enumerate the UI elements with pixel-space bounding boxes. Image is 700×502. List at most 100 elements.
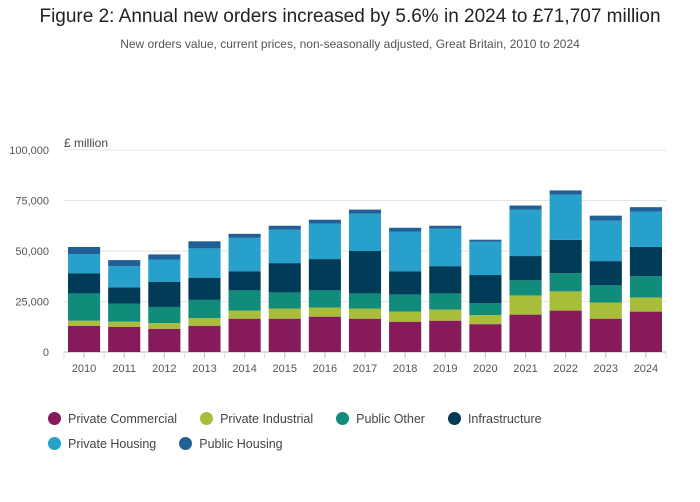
bar-segment[interactable] — [108, 266, 141, 288]
bar-segment[interactable] — [188, 241, 221, 249]
bar-segment[interactable] — [308, 307, 341, 317]
bar-segment[interactable] — [68, 293, 101, 321]
bar-segment[interactable] — [148, 254, 181, 260]
bar-segment[interactable] — [549, 190, 582, 195]
bar-segment[interactable] — [389, 271, 422, 295]
bar-segment[interactable] — [348, 293, 382, 309]
bar-segment[interactable] — [389, 294, 422, 312]
bar-segment[interactable] — [148, 281, 181, 307]
bar-segment[interactable] — [308, 219, 341, 224]
bar-segment[interactable] — [68, 246, 101, 255]
bar-segment[interactable] — [68, 254, 101, 274]
bar-segment[interactable] — [348, 318, 382, 352]
legend-item[interactable]: Public Housing — [179, 431, 283, 456]
bar-segment[interactable] — [429, 320, 462, 352]
bar-segment[interactable] — [549, 239, 582, 274]
bar-segment[interactable] — [549, 194, 582, 240]
bar-segment[interactable] — [429, 293, 462, 310]
bar-segment[interactable] — [469, 315, 502, 325]
bar-segment[interactable] — [589, 318, 622, 352]
bar-segment[interactable] — [308, 223, 341, 260]
bar-segment[interactable] — [589, 302, 622, 319]
bar-segment[interactable] — [108, 260, 141, 267]
bar-segment[interactable] — [348, 209, 382, 214]
stacked-bar-chart: 0 25,000 50,000 75,000 100,000 £ million 201… — [9, 136, 667, 375]
bar-segment[interactable] — [549, 291, 582, 311]
bar-segment[interactable] — [228, 271, 261, 291]
legend-item[interactable]: Private Housing — [48, 431, 156, 456]
bar-segment[interactable] — [509, 280, 542, 296]
bar-segment[interactable] — [148, 306, 181, 324]
bar-segment[interactable] — [228, 290, 261, 311]
bar-segment[interactable] — [469, 241, 502, 276]
bar-segment[interactable] — [589, 285, 622, 303]
bar-segment[interactable] — [68, 325, 101, 352]
bar-segment[interactable] — [509, 295, 542, 315]
bar-segment[interactable] — [188, 325, 221, 352]
bar-segment[interactable] — [188, 277, 221, 300]
bar-segment[interactable] — [469, 324, 502, 352]
bar-segment[interactable] — [629, 276, 662, 298]
bar-segment[interactable] — [589, 215, 622, 221]
legend-item[interactable]: Public Other — [336, 406, 425, 431]
bar-segment[interactable] — [308, 316, 341, 352]
bar-segment[interactable] — [589, 220, 622, 262]
bar-segment[interactable] — [228, 237, 261, 272]
bar-segment[interactable] — [228, 233, 261, 238]
bar-segment[interactable] — [348, 251, 382, 294]
legend-label: Public Other — [356, 411, 425, 426]
bar-segment[interactable] — [389, 311, 422, 322]
bar-segment[interactable] — [188, 299, 221, 319]
bar-segment[interactable] — [148, 259, 181, 282]
bar-segment[interactable] — [108, 321, 141, 327]
bar-segment[interactable] — [509, 209, 542, 257]
bar-segment[interactable] — [429, 309, 462, 321]
bar-segment[interactable] — [389, 227, 422, 232]
bar-segment[interactable] — [228, 310, 261, 319]
bar-segment[interactable] — [148, 328, 181, 352]
bar-segment[interactable] — [469, 303, 502, 316]
bar-segment[interactable] — [509, 256, 542, 281]
bar-segment[interactable] — [108, 326, 141, 352]
bar-segment[interactable] — [549, 310, 582, 352]
bar-segment[interactable] — [348, 308, 382, 319]
bar-segment[interactable] — [509, 205, 542, 210]
bar-segment[interactable] — [629, 311, 662, 352]
bar-segment[interactable] — [629, 246, 662, 277]
bar-segment[interactable] — [108, 303, 141, 322]
bar-segment[interactable] — [549, 273, 582, 292]
bar-segment[interactable] — [268, 292, 301, 309]
legend-item[interactable]: Infrastructure — [447, 406, 542, 431]
bar-segment[interactable] — [429, 266, 462, 294]
bar-segment[interactable] — [629, 211, 662, 247]
bar-segment[interactable] — [469, 239, 502, 242]
bar-segment[interactable] — [629, 297, 662, 312]
bar-segment[interactable] — [629, 207, 662, 212]
bar-segment[interactable] — [268, 318, 301, 352]
bar-segment[interactable] — [348, 213, 382, 251]
bar-segment[interactable] — [268, 225, 301, 230]
legend-item[interactable]: Private Commercial — [48, 406, 177, 431]
bar-segment[interactable] — [108, 287, 141, 304]
bar-segment[interactable] — [228, 318, 261, 352]
bar-segment[interactable] — [429, 228, 462, 267]
bar-segment[interactable] — [589, 261, 622, 286]
bar-segment[interactable] — [389, 321, 422, 352]
x-tick-label: 2012 — [152, 363, 176, 375]
bar-segment[interactable] — [268, 263, 301, 293]
bar-segment[interactable] — [68, 273, 101, 294]
bar-segment[interactable] — [469, 275, 502, 304]
bar-segment[interactable] — [188, 248, 221, 278]
bar-segment[interactable] — [308, 290, 341, 308]
bar-segment[interactable] — [429, 225, 462, 229]
bar-segment[interactable] — [68, 320, 101, 326]
bar-segment[interactable] — [268, 308, 301, 319]
bar-segment[interactable] — [188, 318, 221, 326]
bar-segment[interactable] — [389, 231, 422, 272]
bar-segment[interactable] — [308, 259, 341, 291]
bar-segment[interactable] — [268, 229, 301, 264]
bar-segment[interactable] — [148, 323, 181, 329]
legend-item[interactable]: Private Industrial — [200, 406, 313, 431]
y-axis-label: £ million — [64, 136, 108, 150]
bar-segment[interactable] — [509, 314, 542, 352]
